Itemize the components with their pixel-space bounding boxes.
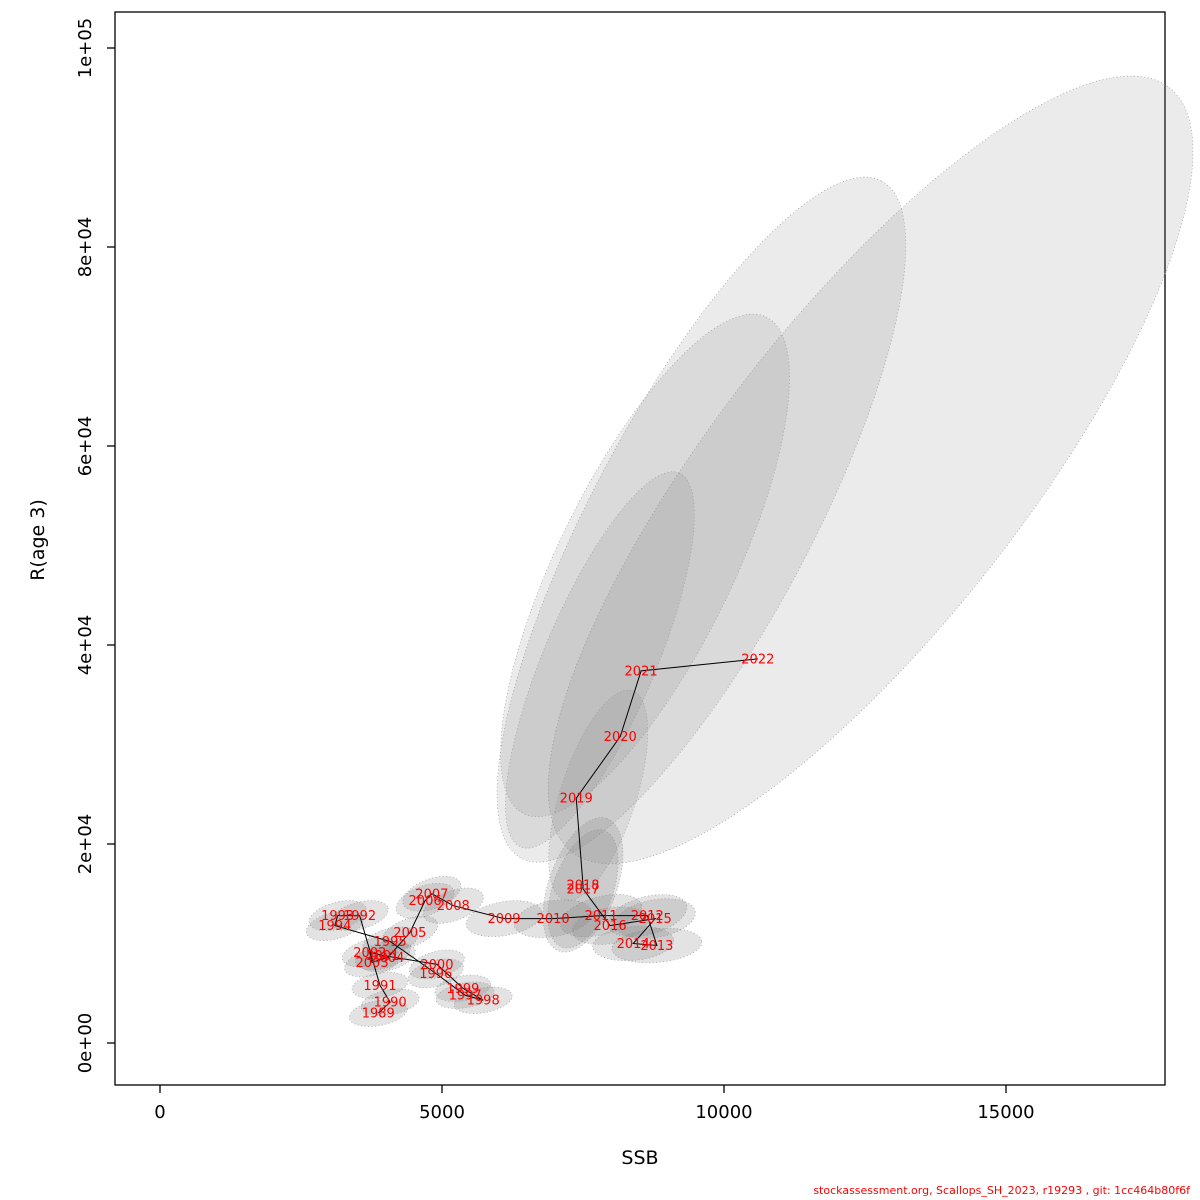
year-label: 2000 (420, 958, 453, 973)
confidence-ellipse (496, 176, 907, 863)
year-label: 2017 (566, 882, 599, 897)
plot-border (114, 11, 1166, 1086)
y-tick-label: 8e+04 (75, 217, 96, 278)
year-label: 2012 (631, 909, 664, 924)
x-tick-label: 10000 (695, 1102, 752, 1123)
year-label: 1992 (343, 909, 376, 924)
year-label: 1991 (363, 979, 396, 994)
x-axis-title: SSB (621, 1147, 659, 1169)
year-label: 1998 (467, 994, 500, 1009)
y-tick-label: 2e+04 (75, 814, 96, 875)
confidence-ellipse (505, 471, 695, 849)
y-axis-title: R(age 3) (27, 499, 49, 581)
year-label: 2005 (393, 926, 426, 941)
year-label: 2001 (366, 949, 399, 964)
year-label: 2002 (353, 946, 386, 961)
y-tick-label: 0e+00 (75, 1013, 96, 1074)
x-tick-label: 0 (154, 1102, 165, 1123)
year-label: 2003 (356, 956, 389, 971)
year-label: 1995 (374, 935, 407, 950)
year-label: 2008 (437, 899, 470, 914)
x-tick-label: 15000 (977, 1102, 1034, 1123)
year-label: 2016 (594, 919, 627, 934)
year-path-line (334, 658, 758, 1014)
year-label: 2014 (617, 937, 650, 952)
year-label: 2004 (371, 951, 404, 966)
year-label: 2021 (625, 664, 658, 679)
year-label: 2019 (560, 792, 593, 807)
year-label: 2009 (487, 912, 520, 927)
year-label: 2007 (415, 887, 448, 902)
confidence-ellipse (500, 313, 790, 818)
year-label: 1990 (374, 996, 407, 1011)
year-label: 2011 (585, 909, 618, 924)
y-tick-label: 1e+05 (75, 18, 96, 79)
year-label: 1989 (362, 1007, 395, 1022)
year-label: 2018 (566, 878, 599, 893)
year-label: 1994 (318, 919, 351, 934)
year-label: 2015 (639, 912, 672, 927)
footer-citation: stockassessment.org, Scallops_SH_2023, r… (813, 1184, 1190, 1197)
x-tick-label: 5000 (419, 1102, 465, 1123)
year-label: 2022 (741, 652, 774, 667)
year-label: 2006 (409, 894, 442, 909)
year-label: 2010 (537, 912, 570, 927)
year-label: 1993 (321, 909, 354, 924)
year-label: 2013 (640, 939, 673, 954)
y-tick-label: 4e+04 (75, 615, 96, 676)
year-label: 1999 (446, 982, 479, 997)
y-tick-label: 6e+04 (75, 416, 96, 477)
year-label: 2020 (604, 730, 637, 745)
year-label: 1996 (419, 967, 452, 982)
confidence-ellipse (547, 75, 1194, 865)
year-label: 1997 (449, 989, 482, 1004)
